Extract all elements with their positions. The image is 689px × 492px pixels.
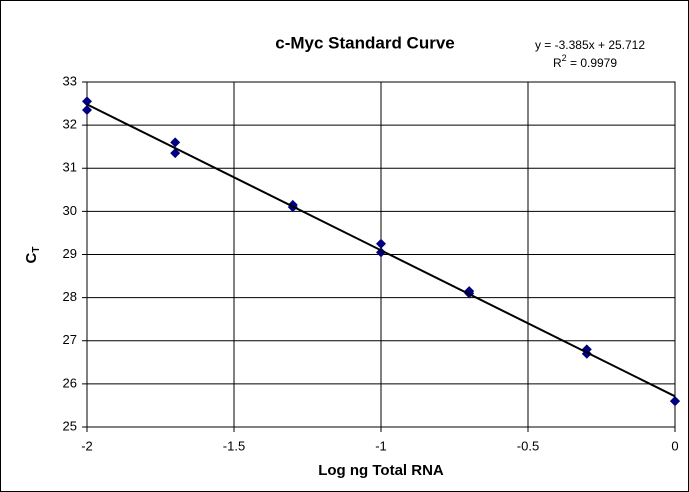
r-symbol: R [553, 56, 562, 70]
y-tick-label: 29 [63, 246, 77, 261]
data-point [82, 96, 92, 107]
data-point [82, 105, 92, 116]
r-squared: R2 = 0.9979 [553, 53, 617, 70]
trendline [86, 103, 676, 398]
y-tick-label: 31 [63, 160, 77, 175]
y-tick-label: 27 [63, 332, 77, 347]
x-tick-label: -2 [81, 438, 93, 453]
x-tick-label: -1 [375, 438, 387, 453]
data-point [376, 238, 386, 249]
y-tick-label: 33 [63, 73, 77, 88]
y-tick-label: 30 [63, 203, 77, 218]
data-point [170, 137, 181, 148]
chart-title: c-Myc Standard Curve [275, 33, 455, 52]
y-axis-label: CT [23, 247, 42, 264]
y-tick-label: 25 [63, 418, 77, 433]
y-label-sub: T [31, 247, 42, 253]
x-tick-label: 0 [671, 438, 678, 453]
x-tick-label: -1.5 [223, 438, 245, 453]
y-label-main: C [23, 252, 40, 263]
x-axis-label: Log ng Total RNA [318, 462, 444, 479]
data-point [170, 148, 181, 159]
y-tick-label: 28 [63, 289, 77, 304]
equation: y = -3.385x + 25.712 [535, 38, 645, 52]
r-value: = 0.9979 [567, 56, 618, 70]
r-power: 2 [562, 53, 567, 63]
y-tick-label: 32 [63, 117, 77, 132]
y-tick-label: 26 [63, 375, 77, 390]
data-point [670, 396, 680, 407]
x-tick-label: -0.5 [517, 438, 539, 453]
